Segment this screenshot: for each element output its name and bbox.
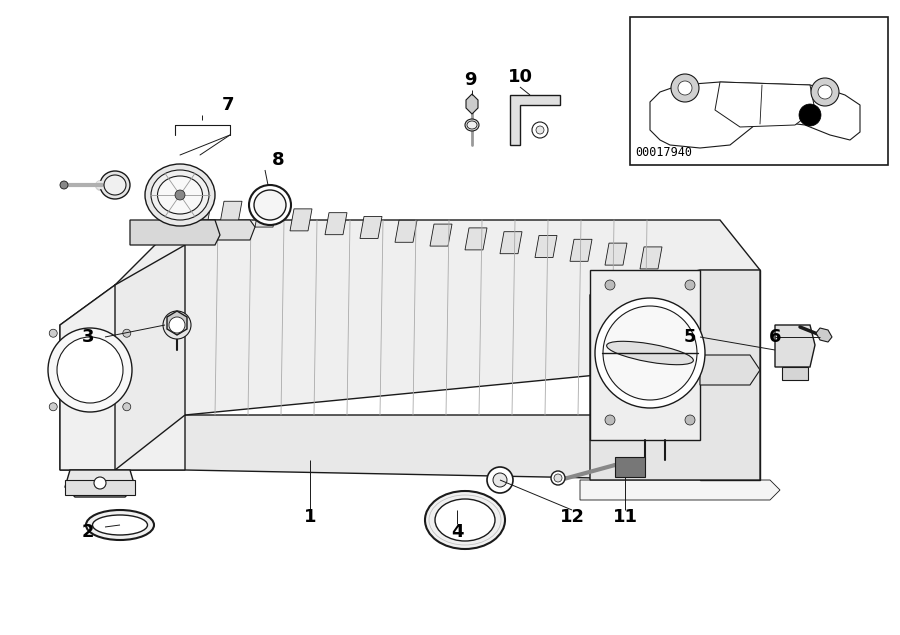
Circle shape bbox=[48, 328, 132, 412]
Ellipse shape bbox=[100, 171, 130, 199]
Polygon shape bbox=[700, 355, 760, 385]
Circle shape bbox=[685, 280, 695, 290]
Text: 2: 2 bbox=[82, 523, 94, 541]
Text: 1: 1 bbox=[304, 508, 316, 526]
Polygon shape bbox=[220, 201, 242, 224]
Polygon shape bbox=[115, 220, 760, 415]
Polygon shape bbox=[465, 228, 487, 250]
Ellipse shape bbox=[435, 499, 495, 541]
Polygon shape bbox=[115, 415, 760, 480]
Circle shape bbox=[536, 126, 544, 134]
Polygon shape bbox=[640, 247, 662, 269]
Circle shape bbox=[94, 477, 106, 489]
Polygon shape bbox=[535, 236, 557, 258]
Text: 8: 8 bbox=[272, 151, 284, 169]
Circle shape bbox=[532, 122, 548, 138]
Ellipse shape bbox=[249, 185, 291, 225]
Polygon shape bbox=[700, 270, 760, 480]
Polygon shape bbox=[115, 285, 185, 470]
Polygon shape bbox=[60, 245, 185, 470]
Polygon shape bbox=[167, 311, 187, 335]
Ellipse shape bbox=[104, 175, 126, 195]
Ellipse shape bbox=[86, 510, 154, 540]
Circle shape bbox=[169, 317, 185, 333]
Text: 00017940: 00017940 bbox=[635, 146, 692, 159]
Polygon shape bbox=[360, 217, 382, 239]
Text: 6: 6 bbox=[769, 328, 781, 346]
Text: 7: 7 bbox=[221, 96, 234, 114]
Text: 10: 10 bbox=[508, 68, 533, 86]
Ellipse shape bbox=[425, 491, 505, 549]
Polygon shape bbox=[615, 457, 645, 477]
Polygon shape bbox=[290, 209, 312, 231]
Text: 4: 4 bbox=[451, 523, 464, 541]
Circle shape bbox=[799, 104, 821, 126]
Circle shape bbox=[603, 306, 697, 400]
Polygon shape bbox=[782, 367, 808, 380]
Ellipse shape bbox=[145, 164, 215, 226]
Polygon shape bbox=[395, 220, 417, 243]
Polygon shape bbox=[195, 220, 255, 240]
Polygon shape bbox=[510, 95, 560, 145]
Polygon shape bbox=[115, 245, 185, 455]
Polygon shape bbox=[60, 285, 115, 470]
Polygon shape bbox=[65, 480, 135, 495]
Circle shape bbox=[685, 415, 695, 425]
Polygon shape bbox=[430, 224, 452, 246]
Polygon shape bbox=[715, 82, 815, 127]
Circle shape bbox=[818, 85, 832, 99]
Text: 5: 5 bbox=[684, 328, 697, 346]
Ellipse shape bbox=[607, 341, 693, 364]
Text: 11: 11 bbox=[613, 508, 637, 526]
Circle shape bbox=[678, 81, 692, 95]
Ellipse shape bbox=[151, 170, 209, 220]
Polygon shape bbox=[590, 270, 700, 440]
Circle shape bbox=[811, 78, 839, 106]
Text: 3: 3 bbox=[82, 328, 94, 346]
Polygon shape bbox=[580, 480, 780, 500]
Polygon shape bbox=[605, 243, 627, 265]
Polygon shape bbox=[570, 239, 592, 262]
Polygon shape bbox=[650, 82, 860, 148]
Polygon shape bbox=[590, 270, 760, 480]
Circle shape bbox=[605, 415, 615, 425]
Circle shape bbox=[122, 403, 130, 411]
Ellipse shape bbox=[158, 176, 202, 214]
Circle shape bbox=[493, 473, 507, 487]
Circle shape bbox=[163, 311, 191, 339]
Ellipse shape bbox=[467, 121, 477, 129]
Polygon shape bbox=[255, 205, 277, 227]
Circle shape bbox=[50, 403, 58, 411]
Circle shape bbox=[671, 74, 699, 102]
Circle shape bbox=[554, 474, 562, 482]
Circle shape bbox=[122, 329, 130, 337]
Circle shape bbox=[57, 337, 123, 403]
Polygon shape bbox=[130, 220, 220, 245]
Polygon shape bbox=[500, 232, 522, 254]
Circle shape bbox=[595, 298, 705, 408]
Polygon shape bbox=[325, 213, 347, 235]
Circle shape bbox=[60, 181, 68, 189]
Polygon shape bbox=[190, 198, 212, 220]
Polygon shape bbox=[775, 325, 815, 367]
Text: 12: 12 bbox=[560, 508, 584, 526]
Circle shape bbox=[175, 190, 185, 200]
Circle shape bbox=[487, 467, 513, 493]
Polygon shape bbox=[816, 328, 832, 342]
Circle shape bbox=[50, 329, 58, 337]
Circle shape bbox=[605, 280, 615, 290]
Ellipse shape bbox=[465, 119, 479, 131]
Polygon shape bbox=[65, 470, 135, 497]
Ellipse shape bbox=[254, 190, 286, 220]
Polygon shape bbox=[466, 94, 478, 114]
Bar bbox=[630, 17, 888, 165]
Text: 9: 9 bbox=[464, 71, 476, 89]
Circle shape bbox=[551, 471, 565, 485]
Ellipse shape bbox=[93, 515, 148, 535]
